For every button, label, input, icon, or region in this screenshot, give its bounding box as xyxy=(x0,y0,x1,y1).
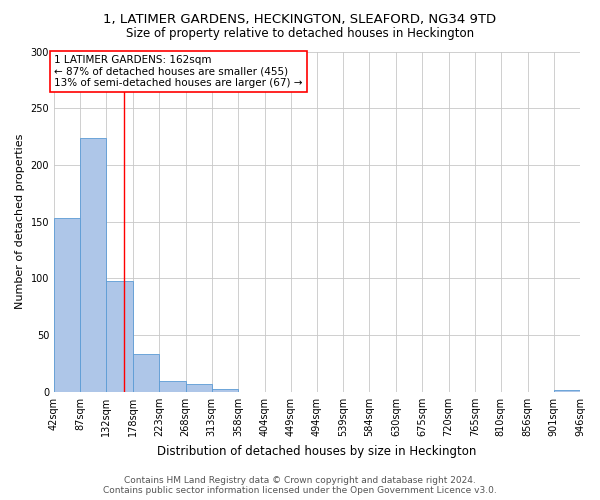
Bar xyxy=(185,384,212,392)
Text: 1 LATIMER GARDENS: 162sqm
← 87% of detached houses are smaller (455)
13% of semi: 1 LATIMER GARDENS: 162sqm ← 87% of detac… xyxy=(54,55,302,88)
Bar xyxy=(554,390,580,392)
Text: Contains public sector information licensed under the Open Government Licence v3: Contains public sector information licen… xyxy=(103,486,497,495)
Text: Contains HM Land Registry data © Crown copyright and database right 2024.: Contains HM Land Registry data © Crown c… xyxy=(124,476,476,485)
Bar xyxy=(106,280,133,392)
Bar xyxy=(54,218,80,392)
Bar xyxy=(133,354,160,392)
Bar xyxy=(160,380,185,392)
Text: 1, LATIMER GARDENS, HECKINGTON, SLEAFORD, NG34 9TD: 1, LATIMER GARDENS, HECKINGTON, SLEAFORD… xyxy=(103,12,497,26)
Bar xyxy=(80,138,106,392)
Bar xyxy=(212,388,238,392)
Y-axis label: Number of detached properties: Number of detached properties xyxy=(15,134,25,310)
X-axis label: Distribution of detached houses by size in Heckington: Distribution of detached houses by size … xyxy=(157,444,477,458)
Text: Size of property relative to detached houses in Heckington: Size of property relative to detached ho… xyxy=(126,28,474,40)
